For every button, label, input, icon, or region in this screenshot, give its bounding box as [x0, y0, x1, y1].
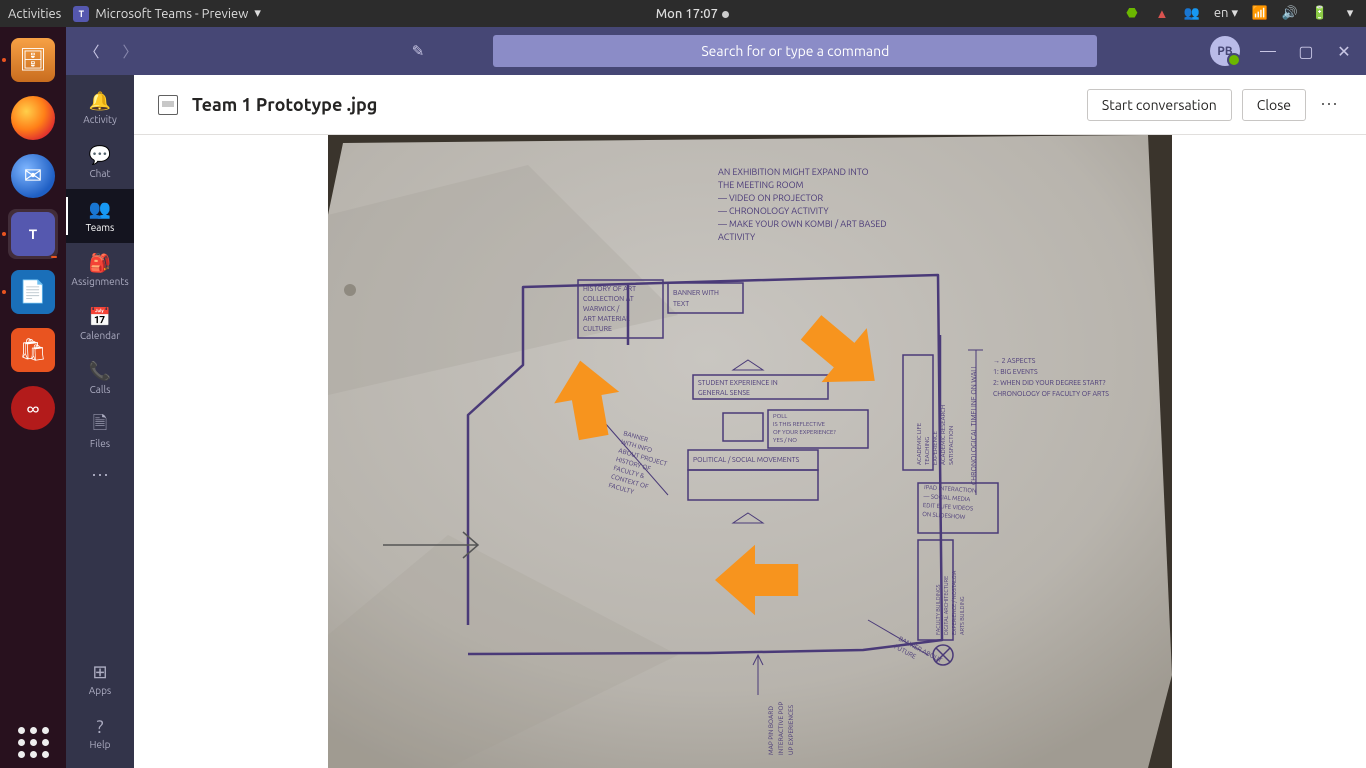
content-pane: Team 1 Prototype .jpg Start conversation… [134, 75, 1366, 768]
rail-assignments[interactable]: 🎒Assignments [66, 243, 134, 297]
compose-icon[interactable]: ✎ [404, 37, 432, 65]
svg-text:SATISFACTION: SATISFACTION [948, 426, 955, 465]
svg-text:CHRONOLOGY OF FACULTY OF ARTS: CHRONOLOGY OF FACULTY OF ARTS [993, 390, 1109, 398]
svg-text:POLL: POLL [773, 413, 787, 420]
warning-icon: ▲ [1154, 6, 1170, 22]
teams-tray-icon: 👥 [1184, 6, 1200, 22]
help-icon: ? [96, 717, 103, 737]
svg-text:ACADEMIC LIFE: ACADEMIC LIFE [916, 422, 923, 465]
svg-text:DIGITAL ARCHITECTURE: DIGITAL ARCHITECTURE [944, 576, 950, 635]
teams-titlebar: 〈 〉 ✎ Search for or type a command PB — … [66, 27, 1366, 75]
file-header: Team 1 Prototype .jpg Start conversation… [134, 75, 1366, 135]
dock-teams[interactable]: T [8, 209, 58, 259]
file-title: Team 1 Prototype .jpg [192, 95, 377, 115]
svg-text:INTERACTIVE POP: INTERACTIVE POP [778, 701, 785, 755]
svg-text:— CHRONOLOGY ACTIVITY: — CHRONOLOGY ACTIVITY [717, 206, 829, 216]
svg-text:ART MATERIAL: ART MATERIAL [583, 315, 630, 323]
svg-text:1: BIG EVENTS: 1: BIG EVENTS [993, 368, 1038, 376]
displayed-image: AN EXHIBITION MIGHT EXPAND INTO THE MEETI… [328, 135, 1172, 768]
svg-text:EXPERIENCE / NOSTALGIA: EXPERIENCE / NOSTALGIA [951, 570, 958, 635]
dock-thunderbird[interactable]: ✉ [8, 151, 58, 201]
system-tray[interactable]: ⬣ ▲ 👥 en ▾ 📶 🔊 🔋 ▾ [1124, 6, 1358, 22]
svg-text:UP EXPERIENCES: UP EXPERIENCES [788, 704, 795, 755]
wifi-icon: 📶 [1252, 6, 1268, 22]
rail-more[interactable]: ⋯ [91, 465, 109, 486]
svg-text:CHRONOLOGICAL TIMELINE ON WALL: CHRONOLOGICAL TIMELINE ON WALL [970, 364, 978, 485]
svg-text:STUDENT EXPERIENCE IN: STUDENT EXPERIENCE IN [698, 379, 778, 387]
power-icon: ▾ [1342, 6, 1358, 22]
svg-text:BANNER WITH: BANNER WITH [673, 289, 719, 297]
rail-activity[interactable]: 🔔Activity [66, 81, 134, 135]
activities-button[interactable]: Activities [8, 7, 61, 21]
rail-calls[interactable]: 📞Calls [66, 351, 134, 405]
assignments-icon: 🎒 [89, 254, 111, 274]
app-menu[interactable]: T Microsoft Teams - Preview ▾ [73, 6, 261, 22]
rail-help[interactable]: ?Help [66, 706, 134, 760]
minimize-button[interactable]: — [1258, 41, 1278, 61]
rail-apps[interactable]: ⊞Apps [66, 652, 134, 706]
battery-icon: 🔋 [1312, 6, 1328, 22]
chat-icon: 💬 [89, 146, 111, 166]
teams-icon: 👥 [89, 200, 111, 220]
volume-icon: 🔊 [1282, 6, 1298, 22]
svg-text:POLITICAL / SOCIAL MOVEMENTS: POLITICAL / SOCIAL MOVEMENTS [693, 455, 800, 464]
calls-icon: 📞 [89, 362, 111, 382]
avatar[interactable]: PB [1210, 36, 1240, 66]
svg-text:IS THIS REFLECTIVE: IS THIS REFLECTIVE [773, 421, 826, 428]
svg-text:OF YOUR EXPERIENCE?: OF YOUR EXPERIENCE? [773, 429, 836, 436]
show-applications[interactable] [0, 727, 66, 758]
rail-calendar[interactable]: 📅Calendar [66, 297, 134, 351]
files-icon: 🗎 [93, 416, 107, 436]
clock[interactable]: Mon 17:07 [261, 7, 1124, 21]
svg-text:ACTIVITY: ACTIVITY [718, 232, 756, 242]
app-rail: 🔔Activity💬Chat👥Teams🎒Assignments📅Calenda… [66, 75, 134, 768]
close-button[interactable]: Close [1242, 89, 1306, 121]
svg-text:COLLECTION AT: COLLECTION AT [583, 295, 634, 303]
close-window-button[interactable]: ✕ [1334, 41, 1354, 61]
svg-text:ACADEMIC RESEARCH: ACADEMIC RESEARCH [940, 405, 947, 465]
rail-chat[interactable]: 💬Chat [66, 135, 134, 189]
dock-mendeley[interactable]: ∞ [8, 383, 58, 433]
apps-icon: ⊞ [92, 663, 107, 683]
lang-indicator[interactable]: en ▾ [1214, 6, 1238, 21]
activity-icon: 🔔 [89, 92, 111, 112]
svg-text:FACULTY BUILDINGS: FACULTY BUILDINGS [936, 584, 942, 635]
svg-text:— MAKE YOUR OWN KOMBI / ART BA: — MAKE YOUR OWN KOMBI / ART BASED [717, 219, 887, 229]
svg-text:2: WHEN DID YOUR DEGREE START?: 2: WHEN DID YOUR DEGREE START? [993, 379, 1106, 387]
calendar-icon: 📅 [89, 308, 111, 328]
svg-text:EXPERIENCE: EXPERIENCE [932, 430, 939, 465]
dock-writer[interactable]: 📄 [8, 267, 58, 317]
svg-text:YES / NO: YES / NO [773, 437, 797, 444]
svg-text:ARTS BUILDING: ARTS BUILDING [960, 596, 966, 635]
teams-window: 〈 〉 ✎ Search for or type a command PB — … [66, 27, 1366, 768]
teams-appmenu-icon: T [73, 6, 89, 22]
svg-text:— VIDEO ON PROJECTOR: — VIDEO ON PROJECTOR [717, 193, 823, 203]
more-button[interactable]: ⋯ [1316, 94, 1342, 115]
svg-text:TEXT: TEXT [673, 300, 689, 308]
svg-text:TEACHING: TEACHING [924, 437, 931, 465]
svg-text:AN EXHIBITION MIGHT EXPAND INT: AN EXHIBITION MIGHT EXPAND INTO [718, 167, 869, 177]
image-viewer[interactable]: AN EXHIBITION MIGHT EXPAND INTO THE MEETI… [134, 135, 1366, 768]
shield-icon: ⬣ [1124, 6, 1140, 22]
svg-text:CULTURE: CULTURE [583, 325, 612, 333]
svg-text:GENERAL SENSE: GENERAL SENSE [698, 389, 750, 397]
svg-text:→ 2 ASPECTS: → 2 ASPECTS [993, 357, 1036, 365]
maximize-button[interactable]: ▢ [1296, 41, 1316, 61]
nav-forward[interactable]: 〉 [116, 37, 144, 65]
svg-text:THE MEETING ROOM: THE MEETING ROOM [718, 180, 804, 190]
nav-back[interactable]: 〈 [78, 37, 106, 65]
start-conversation-button[interactable]: Start conversation [1087, 89, 1232, 121]
image-file-icon [158, 95, 178, 115]
svg-text:HISTORY OF ART: HISTORY OF ART [583, 285, 636, 293]
ubuntu-dock: 🗄 ✉ T 📄 🛍 ∞ [0, 27, 66, 768]
rail-files[interactable]: 🗎Files [66, 405, 134, 459]
dock-firefox[interactable] [8, 93, 58, 143]
dock-software[interactable]: 🛍 [8, 325, 58, 375]
svg-text:WARWICK /: WARWICK / [583, 304, 620, 313]
search-input[interactable]: Search for or type a command [493, 35, 1097, 67]
gnome-topbar: Activities T Microsoft Teams - Preview ▾… [0, 0, 1366, 27]
rail-teams[interactable]: 👥Teams [66, 189, 134, 243]
dock-files[interactable]: 🗄 [8, 35, 58, 85]
svg-text:MAP PIN BOARD: MAP PIN BOARD [768, 706, 775, 755]
